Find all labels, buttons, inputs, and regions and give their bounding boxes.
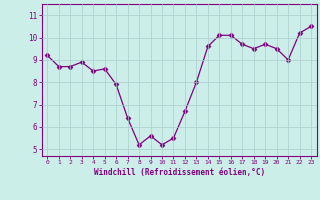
X-axis label: Windchill (Refroidissement éolien,°C): Windchill (Refroidissement éolien,°C)	[94, 168, 265, 177]
